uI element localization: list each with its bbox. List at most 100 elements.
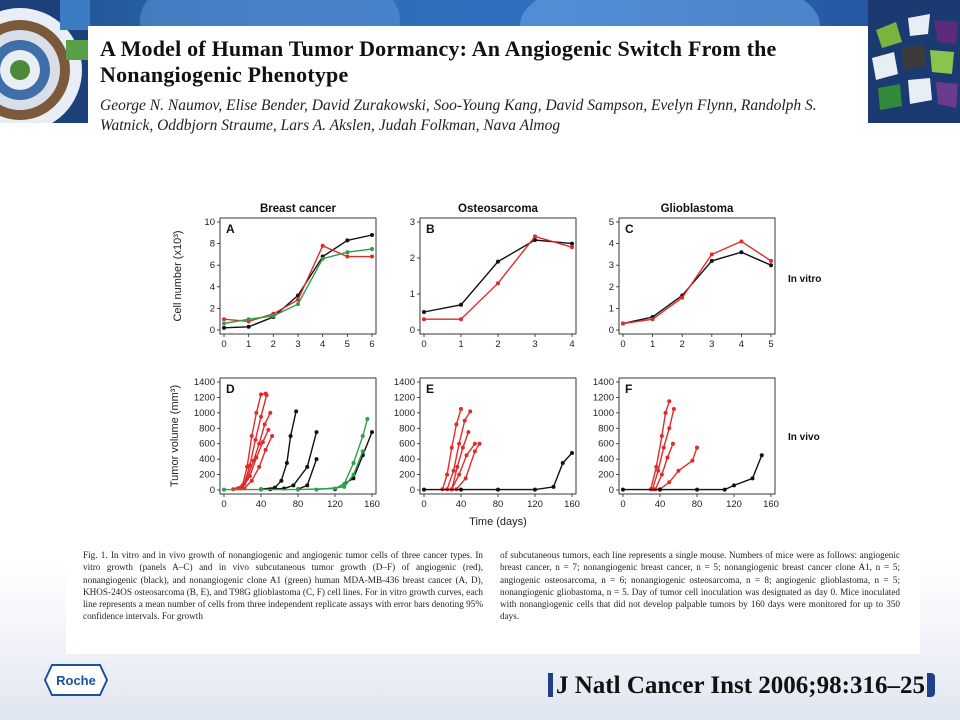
series-line-B-nonangiogenic (423, 239, 573, 313)
x-tick-label: 120 (726, 499, 742, 510)
y-tick-label: 0 (410, 485, 415, 496)
row-tag-in-vitro: In vitro (788, 274, 821, 285)
series-line-E-angiogenic (451, 431, 470, 490)
data-point-D (253, 437, 258, 442)
panel-frame-E (419, 377, 577, 495)
data-point-C (709, 258, 714, 263)
data-point-D (314, 430, 319, 435)
y-tick-label: 600 (199, 439, 215, 450)
data-point-D (314, 487, 319, 492)
data-point-E (454, 422, 459, 427)
data-point-F (667, 480, 672, 485)
data-point-A (370, 232, 374, 237)
x-tick-label: 0 (620, 499, 625, 510)
panel-label-D: D (226, 382, 235, 396)
citation-bar-left (548, 673, 553, 697)
data-point-D (257, 441, 262, 446)
data-point-F (759, 453, 764, 458)
data-point-F (732, 483, 736, 488)
x-axis-title-bottom: Time (days) (469, 516, 527, 528)
data-point-F (659, 434, 664, 438)
data-point-D (266, 427, 271, 432)
series-line-F-angiogenic (659, 447, 698, 490)
x-tick-label: 3 (295, 339, 300, 350)
data-point-D (270, 434, 275, 438)
series-line-E-angiogenic (455, 443, 481, 490)
roche-logo-text: Roche (56, 673, 96, 688)
data-point-D (291, 483, 296, 488)
data-point-D (284, 461, 289, 465)
data-point-D (262, 422, 267, 427)
y-tick-label: 4 (609, 239, 614, 250)
x-tick-label: 1 (650, 339, 655, 350)
y-tick-label: 800 (399, 423, 415, 434)
data-point-D (254, 455, 259, 460)
data-point-D (351, 472, 356, 477)
y-tick-label: 600 (399, 439, 415, 450)
x-tick-label: 40 (655, 499, 666, 510)
panel-frame-B (419, 217, 577, 335)
data-point-B (496, 281, 500, 286)
x-tick-label: 40 (256, 499, 267, 510)
y-tick-label: 2 (210, 303, 215, 314)
y-tick-label: 400 (598, 454, 614, 465)
data-point-E (451, 468, 456, 473)
series-line-A-nonangiogenic (223, 234, 373, 329)
series-line-D-nonangiogenic (334, 431, 373, 490)
data-point-D (259, 392, 263, 397)
y-tick-label: 1000 (593, 408, 614, 419)
data-point-E (457, 472, 462, 477)
data-point-B (422, 310, 426, 314)
y-tick-label: 1400 (593, 377, 614, 388)
x-tick-label: 6 (369, 339, 374, 350)
data-point-B (496, 259, 500, 264)
x-tick-label: 0 (221, 499, 226, 510)
data-point-A (222, 317, 226, 322)
data-point-F (661, 445, 666, 450)
series-line-F-angiogenic (654, 443, 674, 490)
data-point-A (271, 313, 276, 318)
y-tick-label: 0 (210, 325, 215, 336)
data-point-A (296, 302, 300, 307)
data-point-F (676, 468, 681, 473)
x-tick-label: 160 (364, 499, 380, 510)
x-tick-label: 4 (739, 339, 744, 350)
data-point-B (533, 238, 537, 242)
x-tick-label: 2 (680, 339, 685, 350)
data-point-D (260, 440, 265, 445)
figure-caption-right: of subcutaneous tumors, each line repres… (500, 550, 900, 622)
data-point-D (249, 434, 254, 438)
series-line-E-angiogenic (451, 443, 476, 490)
data-point-C (621, 321, 625, 326)
x-tick-label: 160 (564, 499, 580, 510)
data-point-E (468, 409, 473, 414)
y-tick-label: 2 (410, 253, 415, 264)
panel-label-E: E (426, 382, 434, 396)
y-tick-label: 8 (210, 239, 215, 250)
y-tick-label: 200 (598, 470, 614, 481)
journal-citation: J Natl Cancer Inst 2006;98:316–25 (548, 672, 925, 700)
data-point-F (665, 455, 670, 460)
data-point-E (422, 487, 426, 492)
data-point-E (445, 472, 450, 477)
x-tick-label: 1 (246, 339, 251, 350)
data-point-D (259, 487, 263, 492)
series-line-C-nonangiogenic (622, 251, 772, 325)
x-tick-label: 0 (421, 499, 426, 510)
y-tick-label: 400 (199, 454, 215, 465)
journal-citation-text: J Natl Cancer Inst 2006;98:316–25 (556, 672, 925, 699)
title-card: A Model of Human Tumor Dormancy: An Angi… (88, 26, 868, 159)
data-point-D (360, 434, 365, 438)
data-point-D (222, 487, 226, 492)
data-point-B (459, 317, 463, 322)
y-tick-label: 200 (399, 470, 415, 481)
y-tick-label: 6 (210, 260, 215, 271)
data-point-F (621, 487, 625, 492)
data-point-E (449, 445, 454, 450)
panel-label-B: B (426, 222, 435, 236)
data-point-E (457, 441, 462, 446)
data-point-D (305, 483, 310, 488)
data-point-F (663, 410, 668, 415)
y-tick-label: 1200 (394, 392, 415, 403)
x-tick-label: 80 (293, 499, 304, 510)
